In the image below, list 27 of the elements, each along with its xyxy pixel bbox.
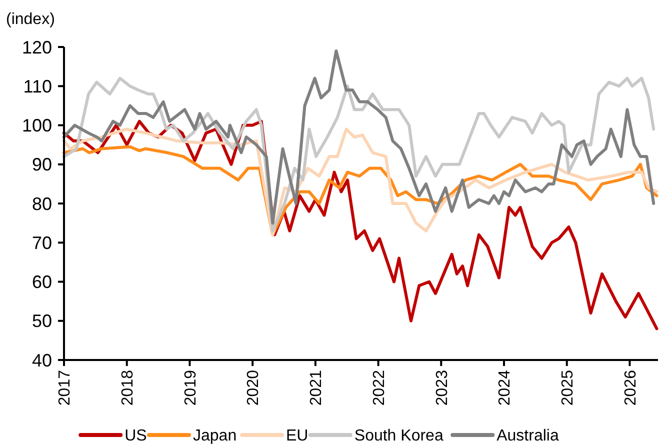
y-tick-label: 90: [32, 154, 52, 175]
x-tick-label: 2020: [245, 370, 262, 406]
legend-label: EU: [286, 428, 308, 445]
y-tick-label: 120: [22, 37, 52, 58]
x-tick-label: 2025: [559, 370, 576, 406]
x-tick-label: 2019: [182, 370, 200, 406]
legend-label: Australia: [496, 428, 559, 445]
legend-label: US: [124, 428, 147, 445]
line-series: [62, 49, 656, 225]
x-tick-label: 2023: [434, 370, 451, 406]
y-tick-label: 50: [32, 311, 52, 332]
x-tick-label: 2026: [622, 370, 640, 406]
y-tick-label: 70: [32, 232, 52, 253]
y-axis-title: (index): [6, 11, 55, 28]
y-tick-label: 110: [23, 76, 52, 96]
y-tick-label: 60: [32, 272, 52, 292]
y-tick-label: 100: [22, 116, 52, 136]
legend-label: Japan: [193, 428, 237, 445]
x-tick-label: 2024: [496, 370, 514, 406]
x-tick-label: 2021: [308, 370, 326, 406]
x-tick-label: 2018: [119, 370, 136, 406]
legend-label: South Korea: [354, 428, 444, 445]
x-tick-label: 2022: [370, 370, 388, 406]
line-series: [62, 76, 656, 232]
y-tick-label: 80: [32, 194, 52, 214]
y-tick-label: 40: [32, 350, 52, 370]
x-tick-label: 2017: [56, 370, 74, 406]
